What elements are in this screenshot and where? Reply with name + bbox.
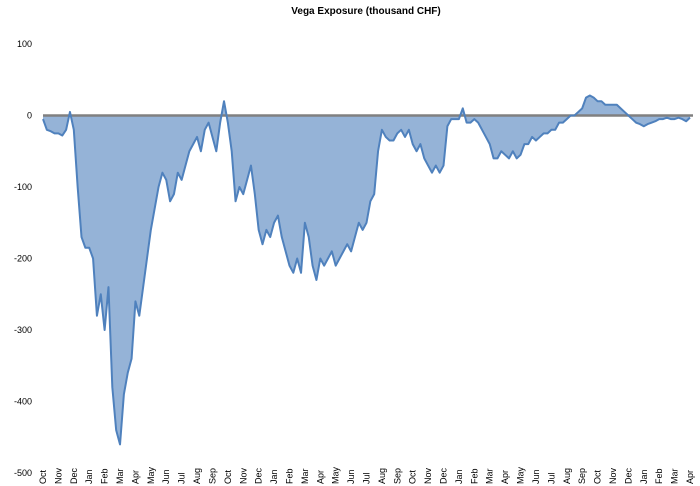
- x-tick-label: May: [516, 466, 526, 484]
- x-tick-label: Sep: [392, 468, 402, 484]
- x-tick-label: Jul: [177, 472, 187, 484]
- x-tick-label: Dec: [69, 467, 79, 484]
- x-tick-label: Dec: [439, 467, 449, 484]
- x-tick-label: Jun: [161, 469, 171, 484]
- x-tick-label: Nov: [53, 467, 63, 484]
- x-tick-label: Jun: [531, 469, 541, 484]
- x-tick-label: Feb: [469, 468, 479, 484]
- y-tick-label: 100: [17, 39, 32, 49]
- area: [43, 95, 690, 445]
- x-tick-label: Feb: [100, 468, 110, 484]
- x-tick-label: Jun: [346, 469, 356, 484]
- y-tick-label: -100: [14, 182, 32, 192]
- x-tick-label: Apr: [315, 470, 325, 484]
- x-tick-label: Nov: [608, 467, 618, 484]
- x-tick-label: Oct: [38, 469, 48, 484]
- x-tick-label: Feb: [654, 468, 664, 484]
- x-tick-label: Feb: [284, 468, 294, 484]
- x-tick-label: Jan: [454, 469, 464, 484]
- x-tick-label: Oct: [593, 469, 603, 484]
- x-tick-label: Oct: [223, 469, 233, 484]
- x-tick-label: May: [331, 466, 341, 484]
- chart-title: Vega Exposure (thousand CHF): [291, 6, 440, 17]
- x-tick-label: Dec: [623, 467, 633, 484]
- x-tick-label: Nov: [423, 467, 433, 484]
- x-tick-label: Jul: [362, 472, 372, 484]
- x-tick-label: May: [146, 466, 156, 484]
- x-tick-label: Sep: [577, 468, 587, 484]
- x-tick-label: Jan: [84, 469, 94, 484]
- x-tick-label: Aug: [377, 468, 387, 484]
- y-tick-label: 0: [27, 111, 32, 121]
- x-tick-label: Aug: [562, 468, 572, 484]
- y-tick-label: -500: [14, 468, 32, 478]
- x-tick-label: Mar: [485, 468, 495, 484]
- x-tick-label: Oct: [408, 469, 418, 484]
- x-tick-label: Apr: [500, 470, 510, 484]
- x-tick-label: Jan: [269, 469, 279, 484]
- line: [42, 94, 691, 446]
- x-tick-label: Mar: [115, 468, 125, 484]
- x-tick-label: Apr: [130, 470, 140, 484]
- x-tick-label: Jan: [639, 469, 649, 484]
- x-tick-label: Apr: [685, 470, 695, 484]
- x-tick-label: Dec: [254, 467, 264, 484]
- y-tick-label: -200: [14, 254, 32, 264]
- y-tick-label: -300: [14, 325, 32, 335]
- x-tick-label: Jul: [546, 472, 556, 484]
- x-tick-label: Aug: [192, 468, 202, 484]
- x-tick-label: Sep: [207, 468, 217, 484]
- x-tick-label: Mar: [300, 468, 310, 484]
- x-tick-label: Mar: [670, 468, 680, 484]
- x-tick-label: Nov: [238, 467, 248, 484]
- y-tick-label: -400: [14, 397, 32, 407]
